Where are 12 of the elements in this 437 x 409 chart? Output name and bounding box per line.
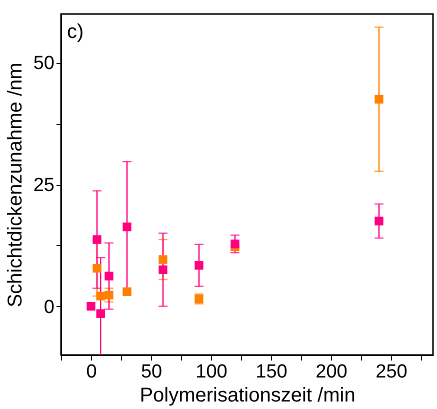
x-tick-label: 50 bbox=[140, 362, 162, 382]
y-tick-label: 0 bbox=[44, 296, 54, 318]
x-tick-label: 100 bbox=[196, 362, 228, 382]
x-tick-label: 150 bbox=[256, 362, 288, 382]
x-tick-label: 0 bbox=[86, 362, 97, 382]
x-tick-label: 200 bbox=[316, 362, 348, 382]
y-tick-label: 25 bbox=[33, 175, 54, 196]
annotation: c) bbox=[67, 21, 84, 43]
y-tick-label: 50 bbox=[33, 53, 54, 74]
x-tick-label: 250 bbox=[376, 362, 408, 382]
x-axis-title: Polymerisationszeit /min bbox=[140, 384, 356, 406]
y-axis-title: Schichtdickenzunahme /nm bbox=[4, 62, 26, 308]
